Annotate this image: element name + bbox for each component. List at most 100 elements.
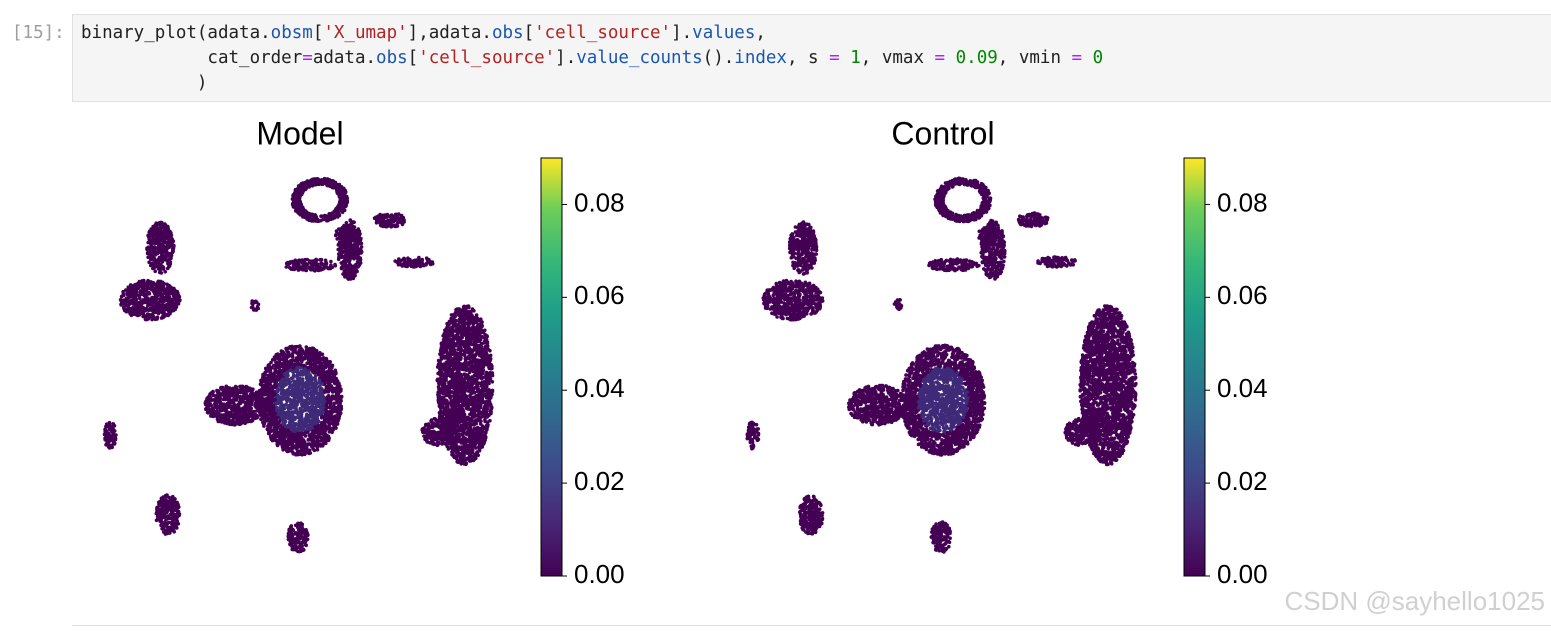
cell-point [278,440,282,444]
cell-point [303,390,307,394]
cell-point [270,366,274,370]
cell-point [328,360,332,364]
cell-point [318,258,322,262]
cell-point [138,293,142,297]
cell-point [322,358,326,362]
cell-point [136,310,140,314]
code-line: cat_order=adata.obs['cell_source'].value… [81,48,1103,68]
cell-point [250,403,254,407]
cell-point [307,366,311,370]
cell-point [297,378,301,382]
cell-point [292,379,296,383]
cell-point [325,217,329,221]
cell-point [260,388,264,392]
cell-point [289,369,293,373]
cell-point [140,283,144,287]
cell-point [275,430,279,434]
code-token: index [734,48,787,68]
cell-point [254,402,258,406]
cell-point [272,428,276,432]
cell-point [127,286,131,290]
cell-point [327,383,331,387]
cell-point [142,279,146,283]
cell-point [360,242,364,246]
cell-point [158,256,162,260]
cell-point [322,397,326,401]
cell-point [304,209,308,213]
cell-point [344,201,348,205]
cell-point [239,422,243,426]
code-token: ) [81,73,207,93]
cell-point [406,256,410,260]
cell-point [232,421,236,425]
cell-point [315,417,319,421]
cell-point [356,257,360,261]
cell-point [308,392,312,396]
cell-point [231,399,235,403]
cell-point [156,262,160,266]
cell-point [149,297,153,301]
cell-point [321,407,325,411]
cell-point [217,420,221,424]
cell-point [317,265,321,269]
code-token: [ [313,23,324,43]
cell-point [400,264,404,268]
cell-point [285,390,289,394]
cell-point [358,260,362,264]
cell-point [212,393,216,397]
cell-point [297,199,301,203]
cell-point [319,386,323,390]
cell-point [166,309,170,313]
cell-point [223,392,227,396]
cell-point [148,313,152,317]
cell-point [408,260,412,264]
cell-point [326,375,330,379]
cell-point [316,439,320,443]
cell-point [148,237,152,241]
cell-point [399,218,403,222]
cell-point [332,375,336,379]
cell-point [271,390,275,394]
cell-point [395,225,399,229]
cell-point [222,420,226,424]
cell-point [390,216,394,220]
cell-point [150,230,154,234]
cell-point [260,394,264,398]
cell-point [314,354,318,358]
cell-point [353,243,357,247]
cell-point [320,382,324,386]
cell-point [358,232,362,236]
cell-point [320,422,324,426]
cell-point [242,417,246,421]
cell-point [296,195,300,199]
cell-point [337,243,341,247]
cell-point [313,425,317,429]
cell-point [147,291,151,295]
cell-point [379,218,383,222]
cell-point [222,404,226,408]
cell-point [337,258,341,262]
cell-point [227,393,231,397]
cell-point [250,398,254,402]
cell-point [272,386,276,390]
cell-point [346,272,350,276]
cell-point [235,398,239,402]
cell-point [324,259,328,263]
cell-point [250,415,254,419]
cell-point [280,390,284,394]
cell-point [386,213,390,217]
cell-point [279,406,283,410]
cell-point [320,214,324,218]
cell-point [213,402,217,406]
cell-point [131,311,135,315]
cell-point [290,384,294,388]
cell-point [172,290,176,294]
cell-point [306,185,310,189]
cell-point [158,300,162,304]
cell-point [284,416,288,420]
cell-point [283,372,287,376]
cell-point [300,258,304,262]
cell-point [167,304,171,308]
cell-point [292,370,296,374]
cell-point [168,239,172,243]
